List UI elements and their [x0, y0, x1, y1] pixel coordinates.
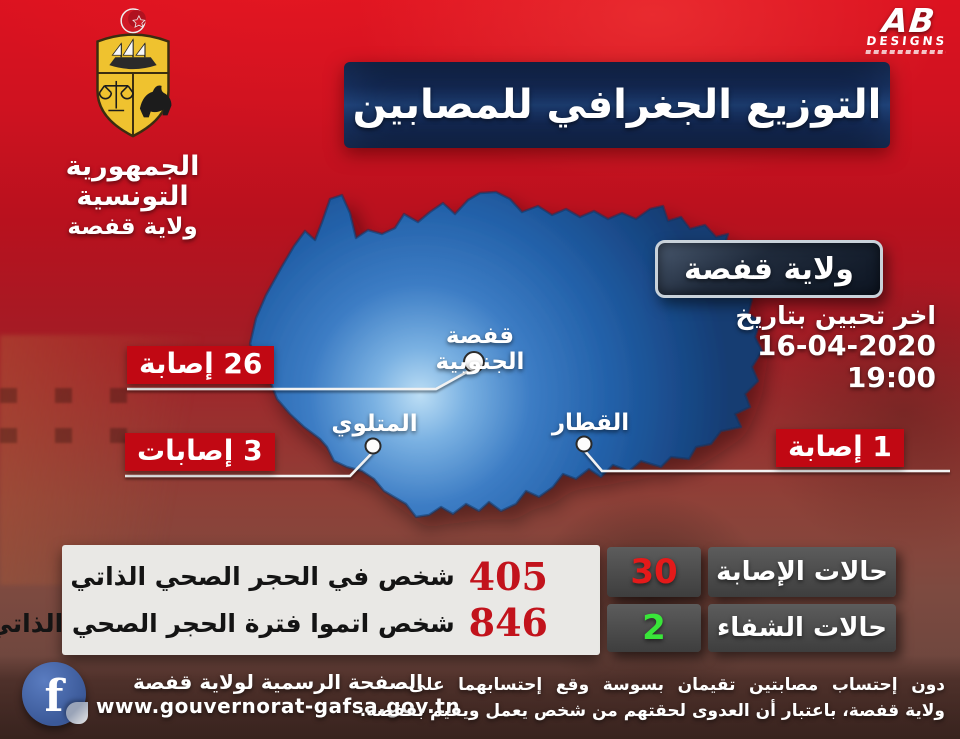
governorate-name: ولاية قفصة — [67, 214, 198, 241]
recoveries-label: حالات الشفاء — [717, 613, 887, 643]
infections-count-box: 30 — [607, 547, 701, 597]
sticker-curl — [66, 702, 88, 724]
update-date: 16-04-2020 — [756, 329, 936, 362]
city-label-guettar: القطار — [551, 410, 630, 436]
infections-count: 30 — [630, 552, 678, 592]
location-dot-metlaoui — [364, 437, 382, 455]
region-label-box: ولاية قفصة — [655, 240, 883, 298]
cases-badge-gafsa-sud: 26 إصابة — [127, 346, 275, 384]
recoveries-count: 2 — [642, 608, 666, 648]
brand-initials: AB — [880, 1, 938, 40]
quarantine-panel: 405 شخص في الحجر الصحي الذاتي 846 شخص ات… — [0, 545, 600, 655]
quarantine-count: 405 — [468, 553, 548, 599]
background-windows — [0, 428, 140, 443]
quarantine-text: شخص في الحجر الصحي الذاتي — [70, 562, 455, 592]
location-dot-guettar — [575, 435, 593, 453]
brand-name: DESIGNS — [865, 33, 949, 48]
designer-logo: AB DESIGNS — [863, 1, 952, 54]
recoveries-label-box: حالات الشفاء — [708, 604, 896, 652]
title-banner: التوزيع الجغرافي للمصابين — [344, 62, 890, 148]
last-update-block: اخر تحيين بتاريخ 16-04-2020 19:00 — [735, 301, 936, 394]
scales-icon — [98, 80, 134, 112]
country-name: الجمهورية التونسية — [65, 151, 200, 212]
ship-icon — [108, 38, 157, 70]
recoveries-count-box: 2 — [607, 604, 701, 652]
tunisia-emblem-block: الجمهورية التونسية ولاية قفصة — [5, 6, 260, 240]
quarantine-row: 846 شخص اتموا فترة الحجر الصحي الذاتي — [0, 600, 548, 646]
brand-tagline-line — [865, 49, 946, 54]
disclaimer: دون إحتساب مصابتين تقيمان بسوسة وقع إحتس… — [359, 672, 945, 725]
disclaimer-line-1: دون إحتساب مصابتين تقيمان بسوسة وقع إحتس… — [408, 675, 945, 695]
disclaimer-line-2: ولاية قفصة، باعتبار أن العدوى لحقتهم من … — [359, 701, 945, 722]
quarantine-text: شخص اتموا فترة الحجر الصحي الذاتي — [0, 608, 455, 638]
city-label-gafsa-sud: قفصة الجنوبية — [435, 323, 525, 375]
facebook-icon[interactable]: f — [22, 662, 88, 726]
cases-badge-metlaoui: 3 إصابات — [125, 433, 275, 471]
cases-badge-guettar: 1 إصابة — [776, 429, 904, 467]
infections-label-box: حالات الإصابة — [708, 547, 896, 597]
quarantine-count: 846 — [468, 600, 548, 646]
coat-of-arms — [95, 8, 171, 138]
update-prefix: اخر تحيين بتاريخ — [735, 301, 936, 330]
facebook-page-label: الصفحة الرسمية لولاية قفصة — [133, 670, 424, 694]
facebook-block: f الصفحة الرسمية لولاية قفصة www.gouvern… — [22, 662, 460, 726]
website-url[interactable]: www.gouvernorat-gafsa.gov.tn — [96, 694, 461, 718]
lion-icon — [139, 85, 171, 118]
background-windows — [0, 388, 150, 403]
infections-label: حالات الإصابة — [716, 557, 888, 587]
page-title: التوزيع الجغرافي للمصابين — [352, 82, 882, 128]
quarantine-row: 405 شخص في الحجر الصحي الذاتي — [70, 553, 548, 599]
city-label-metlaoui: المتلوي — [331, 411, 418, 437]
crescent-star-icon — [119, 8, 146, 34]
region-label: ولاية قفصة — [684, 251, 854, 287]
update-time: 19:00 — [846, 361, 936, 395]
